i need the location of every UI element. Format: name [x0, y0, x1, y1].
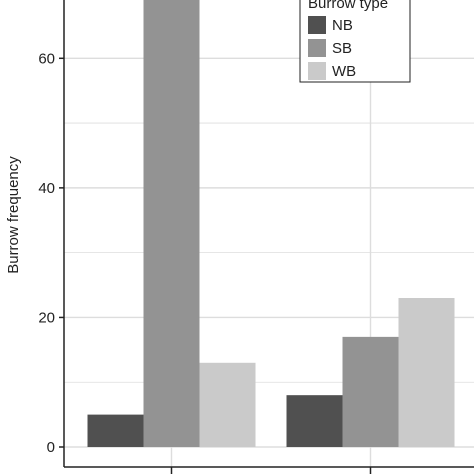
- bar-wb: [199, 362, 256, 447]
- bar-sb: [143, 0, 200, 447]
- legend-swatch-wb: [308, 62, 326, 80]
- plot-panel: [63, 0, 474, 468]
- bars: [87, 0, 455, 447]
- legend-label-nb: NB: [332, 17, 353, 34]
- x-axis-ticks: [170, 467, 372, 474]
- bar-nb: [87, 414, 144, 447]
- y-tick-label: 60: [38, 50, 55, 67]
- y-axis-ticks: 0 20 40 60: [38, 50, 64, 456]
- legend-items: NB SB WB: [308, 16, 356, 80]
- y-tick-label: 0: [47, 439, 55, 456]
- legend-title: Burrow type: [308, 0, 388, 12]
- legend: Burrow type NB SB WB: [299, 0, 411, 83]
- bar-sb: [342, 336, 399, 447]
- bar-wb: [398, 298, 455, 447]
- bar-nb: [286, 395, 343, 447]
- y-axis-title: Burrow frequency: [5, 156, 22, 274]
- y-tick-label: 20: [38, 309, 55, 326]
- legend-label-wb: WB: [332, 63, 356, 80]
- legend-swatch-nb: [308, 16, 326, 34]
- legend-label-sb: SB: [332, 40, 352, 57]
- legend-swatch-sb: [308, 39, 326, 57]
- y-tick-label: 40: [38, 180, 55, 197]
